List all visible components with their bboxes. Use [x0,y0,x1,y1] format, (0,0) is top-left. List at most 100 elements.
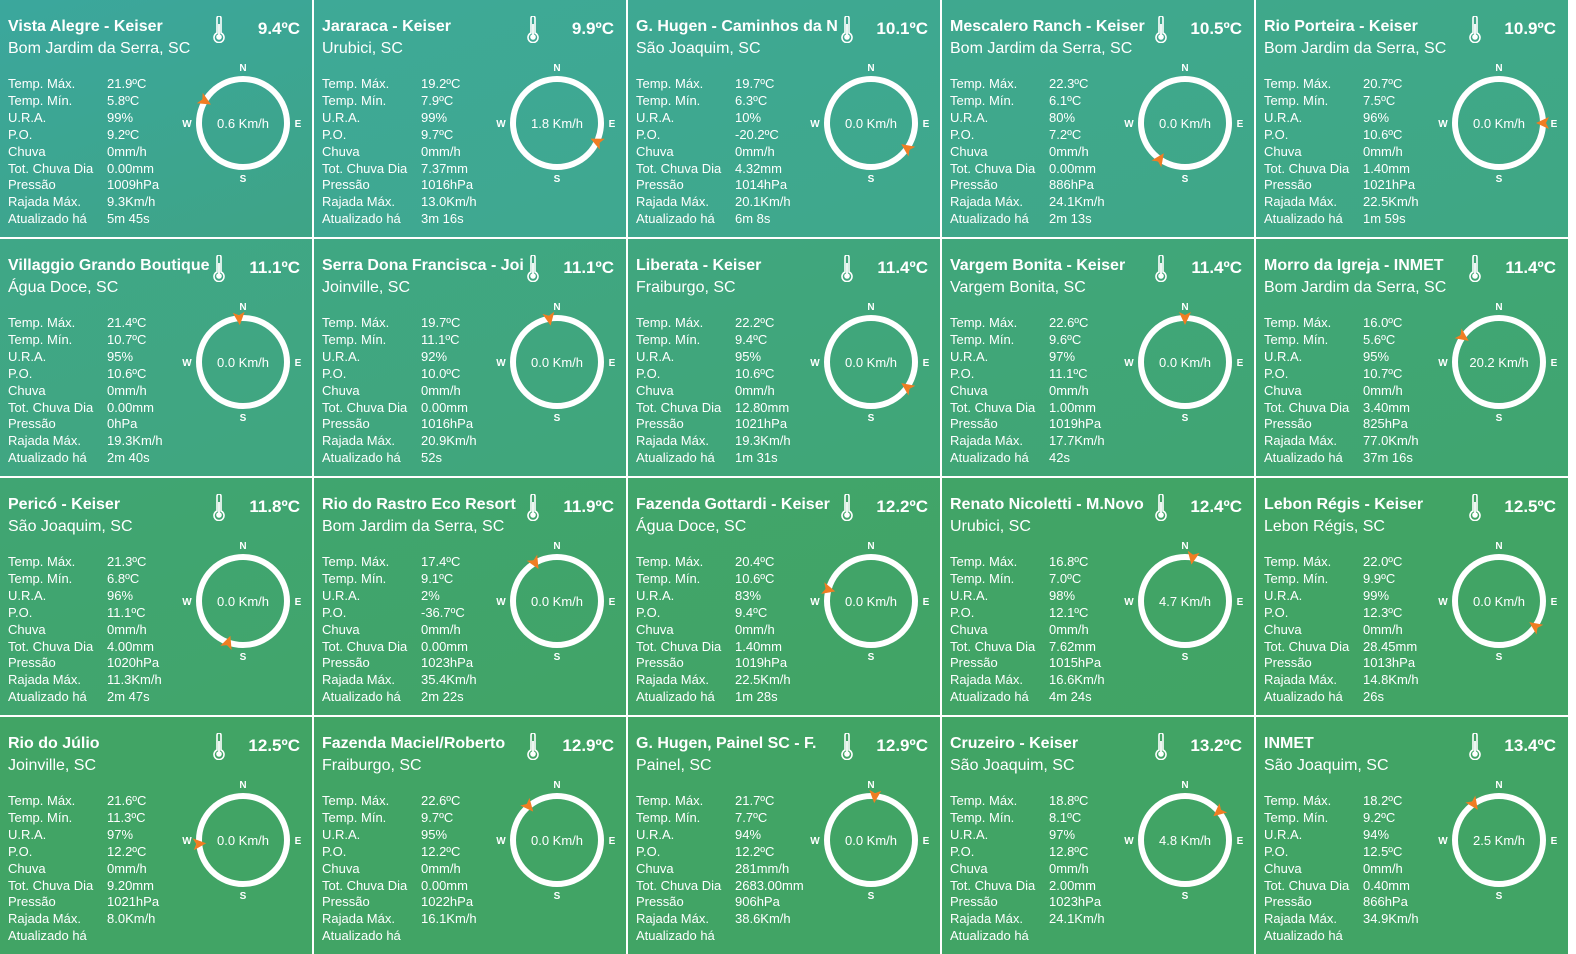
station-stats: Temp. Máx. 22.2ºC Temp. Mín. 9.4ºC U.R.A. 95%… [636,315,791,467]
stat-row-ura: U.R.A. 95% [322,827,477,844]
stat-value: 1019hPa [1049,416,1102,432]
stat-value: 12.2ºC [735,843,775,859]
stat-value: 21.4ºC [107,315,147,330]
compass-south-label: S [554,413,561,424]
station-card[interactable]: Jararaca - Keiser Urubici, SC 9.9ºC Temp. M… [314,0,626,237]
stat-value: 1015hPa [1049,655,1102,671]
compass-ring [824,76,918,170]
stat-label: Temp. Mín. [950,92,1015,108]
station-card[interactable]: Renato Nicoletti - M.Novo Urubici, SC 12.4… [942,478,1254,715]
stat-value: 21.6ºC [107,793,147,808]
stat-value: 95% [421,826,448,842]
stat-value: 0mm/h [735,382,775,398]
stat-row-pressure: Pressão 1023hPa [322,655,477,672]
station-card[interactable]: Fazenda Gottardi - Keiser Água Doce, SC 12… [628,478,940,715]
stat-label: Temp. Máx. [322,554,390,569]
current-temperature: 11.4ºC [1191,258,1242,277]
stat-value: 99% [107,109,134,125]
station-card[interactable]: Rio do Rastro Eco Resort Bom Jardim da Se… [314,478,626,715]
stat-value: 80% [1049,109,1076,125]
station-card[interactable]: Rio Porteira - Keiser Bom Jardim da Serra… [1256,0,1568,237]
station-card[interactable]: Rio do Júlio Joinville, SC 12.5ºC Temp. Máx… [0,717,312,954]
stat-value: 0mm/h [735,143,775,159]
wind-speed: 0.0 Km/h [217,594,269,609]
stat-row-max: Temp. Máx. 18.2ºC [1264,793,1419,810]
stat-value: 19.7ºC [735,76,775,91]
stat-value: 10.6ºC [1363,126,1403,142]
stat-value: 26s [1363,689,1384,705]
stat-row-gust: Rajada Máx. 34.9Km/h [1264,911,1419,928]
compass-west-label: W [182,597,192,608]
stat-label: Rajada Máx. [1264,672,1337,688]
station-card[interactable]: Vista Alegre - Keiser Bom Jardim da Serra… [0,0,312,237]
wind-direction-arrow [821,582,836,594]
station-card[interactable]: Villaggio Grando Boutique Água Doce, SC 11… [0,239,312,476]
wind-compass: N S W E 0.0 Km/h [484,774,626,906]
station-card[interactable]: Pericó - Keiser São Joaquim, SC 11.8ºC Temp… [0,478,312,715]
stat-value: 2.00mm [1049,877,1096,893]
stat-row-po: P.O. 9.7ºC [322,127,477,144]
wind-compass: N S W E 0.0 Km/h [1426,57,1568,189]
stat-label: P.O. [1264,365,1289,381]
stat-row-max: Temp. Máx. 22.2ºC [636,315,791,332]
station-stats: Temp. Máx. 16.0ºC Temp. Mín. 5.6ºC U.R.A. 95%… [1264,315,1419,467]
current-temperature: 9.9ºC [571,19,614,38]
station-card[interactable]: Cruzeiro - Keiser São Joaquim, SC 13.2ºC Te… [942,717,1254,954]
station-card[interactable]: Fazenda Maciel/Roberto Fraiburgo, SC 12.9º… [314,717,626,954]
stat-label: P.O. [8,126,33,142]
stat-row-updated: Atualizado há 4m 24s [950,689,1105,706]
compass-east-label: E [923,119,930,130]
stat-label: Temp. Mín. [636,92,701,108]
compass-north-label: N [553,302,560,313]
wind-speed: 4.7 Km/h [1159,594,1211,609]
station-card[interactable]: Lebon Régis - Keiser Lebon Régis, SC 12.5º… [1256,478,1568,715]
stat-row-po: P.O. 9.2ºC [8,127,159,144]
station-card[interactable]: INMET São Joaquim, SC 13.4ºC Temp. Máx. 18.2… [1256,717,1568,954]
compass-west-label: W [496,358,506,369]
stat-label: Atualizado há [636,211,715,227]
compass-north-label: N [239,63,246,74]
stat-label: Atualizado há [636,450,715,466]
wind-compass: N S W E 0.0 Km/h [484,535,626,667]
compass-east-label: E [295,119,302,130]
compass-east-label: E [1237,597,1244,608]
stat-value: 9.20mm [107,877,154,893]
stat-row-rain-day: Tot. Chuva Dia 0.40mm [1264,878,1419,895]
station-name: Pericó - Keiser [8,496,121,513]
station-card[interactable]: Mescalero Ranch - Keiser Bom Jardim da Se… [942,0,1254,237]
stat-value: 19.2ºC [421,76,461,91]
stat-row-pressure: Pressão 1016hPa [322,177,477,194]
stat-row-po: P.O. 12.2ºC [8,844,159,861]
stat-label: Temp. Máx. [8,554,76,569]
compass-ring [196,793,290,887]
stat-label: Tot. Chuva Dia [8,399,94,415]
station-card[interactable]: G. Hugen - Caminhos da Neve São Joaquim, … [628,0,940,237]
stat-label: Atualizado há [950,928,1029,944]
station-card[interactable]: Liberata - Keiser Fraiburgo, SC 11.4ºC Temp… [628,239,940,476]
stat-value: 12.1ºC [1049,604,1089,620]
compass-east-label: E [295,597,302,608]
stat-value: 97% [1049,348,1076,364]
stat-row-pressure: Pressão 1019hPa [950,416,1105,433]
stat-value: 12.2ºC [421,843,461,859]
stat-label: Chuva [636,382,674,398]
station-card[interactable]: Serra Dona Francisca - Joinville Joinvill… [314,239,626,476]
stat-row-gust: Rajada Máx. 8.0Km/h [8,911,159,928]
station-card[interactable]: Morro da Igreja - INMET Bom Jardim da Ser… [1256,239,1568,476]
wind-speed: 0.0 Km/h [531,833,583,848]
current-temperature: 10.1ºC [876,19,928,38]
stat-label: Temp. Mín. [950,570,1015,586]
wind-compass: N S W E 0.0 Km/h [484,296,626,428]
wind-direction-arrow [232,311,245,326]
stat-label: U.R.A. [950,587,989,603]
stat-label: Chuva [950,621,988,637]
wind-compass: N S W E 0.0 Km/h [1426,535,1568,667]
compass-ring [196,554,290,648]
station-card[interactable]: G. Hugen, Painel SC - F. Painel, SC 12.9ºC… [628,717,940,954]
stat-label: Rajada Máx. [322,433,395,449]
station-stats: Temp. Máx. 21.3ºC Temp. Mín. 6.8ºC U.R.A. 96%… [8,554,162,706]
stat-value: 18.2ºC [1363,793,1403,808]
station-card[interactable]: Vargem Bonita - Keiser Vargem Bonita, SC 1… [942,239,1254,476]
stat-row-po: P.O. 12.2ºC [636,844,804,861]
stat-label: Pressão [8,894,56,910]
